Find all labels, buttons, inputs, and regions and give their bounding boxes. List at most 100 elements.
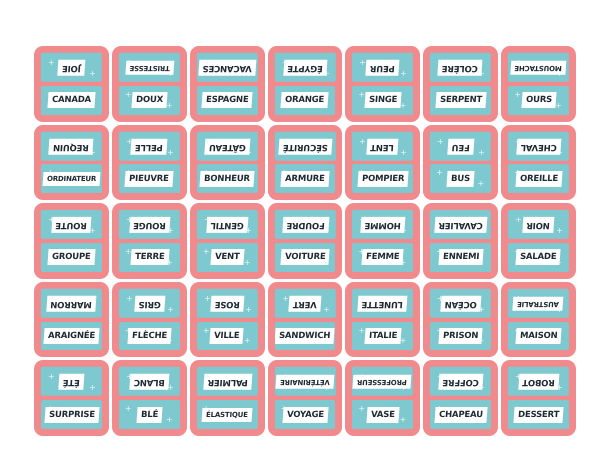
card-word-upside-down: TRISTESSE [124, 60, 174, 75]
word-card[interactable]: FEU BUS [423, 124, 499, 201]
card-word: FEMME [361, 249, 405, 266]
card-word: OURS [521, 92, 557, 109]
word-card[interactable]: TRISTESSE DOUX [111, 46, 187, 122]
word-card[interactable]: ROBOT DESSERT [501, 360, 576, 436]
card-word: ARAIGNÉE [43, 327, 100, 344]
card-top-panel: FOUDRE [274, 210, 336, 239]
word-card[interactable]: LUNETTE ITALIE [345, 281, 421, 358]
word-card-board: JOIE CANADA TRISTESSE DOUX VACANCES ESPAGNE ÉG… [34, 46, 576, 436]
card-word: DESSERT [513, 406, 564, 423]
card-word-upside-down: LUNETTE [357, 295, 408, 312]
card-word: POMPIER [357, 170, 409, 187]
card-word-upside-down: ÉTÉ [58, 373, 85, 390]
word-card[interactable]: PROFESSEUR VASE [345, 360, 421, 436]
card-bottom-panel: PRISON [430, 321, 492, 351]
word-card[interactable]: NOIR SALADE [501, 203, 576, 279]
card-top-panel: HOMME [352, 210, 414, 239]
word-card[interactable]: VERT SANDWICH [267, 281, 343, 358]
card-top-panel: COLÈRE [430, 53, 492, 82]
word-card[interactable]: MOUSTACHE OURS [501, 46, 576, 122]
card-word: TERRE [129, 249, 169, 266]
word-card[interactable]: VACANCES ESPAGNE [189, 46, 265, 122]
card-word: VILLE [209, 327, 245, 344]
card-bottom-panel: GROUPE [41, 243, 102, 272]
card-word-upside-down: GRIS [133, 295, 165, 312]
word-card[interactable]: LENT POMPIER [345, 124, 421, 201]
card-word-upside-down: REQUIN [49, 138, 94, 154]
card-bottom-panel: DOUX [118, 85, 180, 115]
word-card[interactable]: JOIE CANADA [34, 46, 109, 122]
card-top-panel: GÂTEAU [196, 131, 258, 161]
word-card[interactable]: BLANC BLÉ [111, 360, 187, 436]
word-card[interactable]: ÉGYPTE ORANGE [267, 46, 343, 122]
card-word: PRISON [438, 327, 483, 344]
word-card[interactable]: GENTIL VENT [189, 203, 265, 279]
card-word: ESPAGNE [201, 92, 253, 109]
card-word: SURPRISE [43, 406, 99, 423]
word-card[interactable]: ÉTÉ SURPRISE [34, 360, 109, 436]
card-word-upside-down: FOUDRE [281, 216, 329, 233]
word-card[interactable]: AUSTRALIE MAISON [501, 281, 576, 358]
word-card[interactable]: PEUR SINGE [345, 46, 421, 122]
card-word-upside-down: COFFRE [438, 373, 484, 390]
card-word-upside-down: ÉGYPTE [282, 59, 328, 76]
card-bottom-panel: ÉLASTIQUE [196, 400, 258, 429]
card-bottom-panel: ITALIE [352, 321, 414, 351]
card-bottom-panel: CANADA [41, 85, 102, 115]
word-card[interactable]: SÉCURITÉ ARMURE [267, 124, 343, 201]
word-card[interactable]: FOUDRE VOITURE [267, 203, 343, 279]
card-bottom-panel: FEMME [352, 243, 414, 272]
card-word-upside-down: ROUTE [51, 216, 92, 233]
card-bottom-panel: VOYAGE [274, 400, 336, 429]
card-top-panel: PALMIER [196, 367, 258, 397]
word-card[interactable]: REQUIN ORDINATEUR [34, 124, 109, 201]
card-bottom-panel: ORDINATEUR [41, 164, 102, 194]
word-card[interactable]: GRIS FLÈCHE [111, 281, 187, 358]
card-top-panel: TRISTESSE [118, 53, 180, 82]
card-word: BLÉ [136, 406, 163, 423]
word-card[interactable]: MARRON ARAIGNÉE [34, 281, 109, 358]
word-card[interactable]: VÉTÉRINAIRE VOYAGE [267, 360, 343, 436]
card-top-panel: VÉTÉRINAIRE [274, 367, 336, 397]
card-word-upside-down: SÉCURITÉ [278, 138, 332, 154]
card-top-panel: AUSTRALIE [508, 288, 569, 318]
word-card[interactable]: OCÉAN PRISON [423, 281, 499, 358]
card-word-upside-down: LENT [366, 138, 400, 154]
word-card[interactable]: CHEVAL OREILLE [501, 124, 576, 201]
word-card[interactable]: HOMME FEMME [345, 203, 421, 279]
card-word-upside-down: AUSTRALIE [513, 296, 564, 311]
card-word-upside-down: PEUR [365, 59, 400, 76]
card-bottom-panel: DESSERT [508, 400, 569, 429]
card-word: SINGE [364, 92, 402, 109]
word-card[interactable]: ROUGE TERRE [111, 203, 187, 279]
card-word-upside-down: JOIE [57, 59, 86, 76]
card-word-upside-down: VACANCES [198, 59, 257, 76]
card-top-panel: NOIR [508, 210, 569, 239]
word-card[interactable]: COFFRE CHAPEAU [423, 360, 499, 436]
card-bottom-panel: VILLE [196, 321, 258, 351]
word-card[interactable]: PALMIER ÉLASTIQUE [189, 360, 265, 436]
card-top-panel: ROUTE [41, 210, 102, 239]
card-top-panel: ROUGE [118, 210, 180, 239]
card-bottom-panel: SINGE [352, 85, 414, 115]
card-word-upside-down: CHEVAL [516, 138, 562, 154]
card-top-panel: PROFESSEUR [352, 367, 414, 397]
word-card[interactable]: GÂTEAU BONHEUR [189, 124, 265, 201]
word-card[interactable]: PELLE PIEUVRE [111, 124, 187, 201]
word-card[interactable]: ROSE VILLE [189, 281, 265, 358]
word-card[interactable]: ROUTE GROUPE [34, 203, 109, 279]
card-word: OREILLE [515, 170, 563, 187]
card-bottom-panel: MAISON [508, 321, 569, 351]
card-top-panel: VERT [274, 288, 336, 318]
card-word: SERPENT [435, 92, 487, 109]
word-card[interactable]: CAVALIER ENNEMI [423, 203, 499, 279]
card-bottom-panel: CHAPEAU [430, 400, 492, 429]
word-card[interactable]: COLÈRE SERPENT [423, 46, 499, 122]
card-top-panel: SÉCURITÉ [274, 131, 336, 161]
card-top-panel: JOIE [41, 53, 102, 82]
card-word: ORDINATEUR [42, 171, 101, 186]
card-word: ENNEMI [438, 249, 484, 266]
card-top-panel: REQUIN [41, 131, 102, 161]
card-word-upside-down: GÂTEAU [204, 138, 250, 154]
card-bottom-panel: SANDWICH [274, 321, 336, 351]
